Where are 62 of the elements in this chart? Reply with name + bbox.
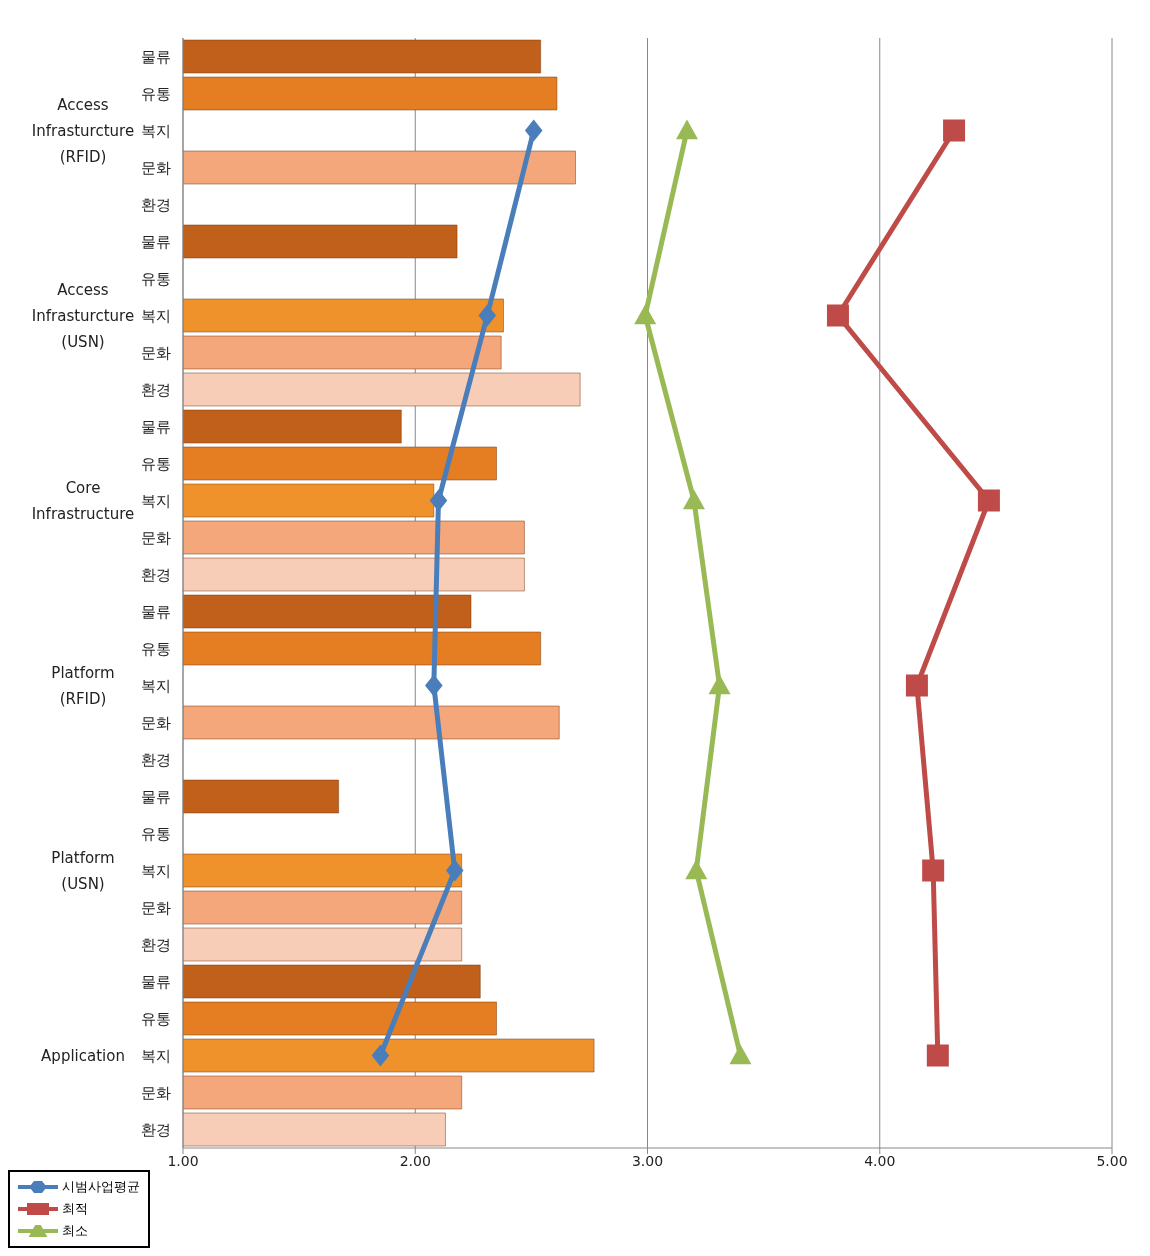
y-tick-label: 복지	[141, 861, 171, 880]
point	[682, 489, 705, 510]
y-tick-label: 복지	[141, 1046, 171, 1065]
point	[708, 674, 731, 695]
point	[977, 489, 1000, 512]
point	[826, 304, 849, 327]
y-tick-label: 유통	[141, 269, 171, 288]
point	[524, 119, 543, 142]
point	[943, 119, 966, 142]
text: Access Infrasturcture (USN)	[31, 280, 135, 351]
point	[729, 1044, 752, 1065]
point	[371, 1044, 390, 1067]
y-tick-label: 복지	[141, 676, 171, 695]
y-tick-label: 환경	[141, 565, 171, 584]
x-tick-label: 4.00	[864, 1152, 896, 1169]
y-tick-label: 환경	[141, 195, 171, 214]
legend-label: 시범사업평균	[62, 1178, 140, 1196]
y-tick-label: 물류	[141, 602, 171, 621]
point	[429, 489, 448, 512]
x-tick-label: 5.00	[1096, 1152, 1128, 1169]
y-tick-label: 환경	[141, 750, 171, 769]
y-tick-label: 문화	[141, 528, 171, 547]
y-tick-label: 문화	[141, 1083, 171, 1102]
text: Platform (USN)	[51, 848, 115, 893]
text: Application	[41, 1046, 125, 1065]
y-tick-label: 문화	[141, 343, 171, 362]
y-tick-label: 물류	[141, 47, 171, 66]
point	[926, 1044, 949, 1067]
y-tick-label: 문화	[141, 898, 171, 917]
x-tick-label: 1.00	[167, 1152, 199, 1169]
y-tick-label: 환경	[141, 380, 171, 399]
point	[445, 859, 464, 882]
legend-label: 최소	[62, 1222, 88, 1240]
y-tick-label: 문화	[141, 713, 171, 732]
y-tick-label: 유통	[141, 1009, 171, 1028]
x-tick-label: 3.00	[631, 1152, 664, 1169]
point	[634, 304, 657, 325]
point	[478, 304, 497, 327]
point	[922, 859, 945, 882]
y-tick-label: 물류	[141, 232, 171, 251]
y-tick-label: 유통	[141, 84, 171, 103]
y-tick-label: 복지	[141, 491, 171, 510]
text: Core Infrastructure	[31, 478, 135, 523]
y-tick-label: 문화	[141, 158, 171, 177]
text: Platform (RFID)	[51, 663, 115, 708]
y-tick-label: 환경	[141, 935, 171, 954]
x-tick-label: 2.00	[399, 1152, 431, 1169]
y-tick-label: 복지	[141, 121, 171, 140]
legend-label: 최적	[62, 1200, 88, 1218]
point	[425, 674, 443, 697]
y-tick-label: 복지	[141, 306, 171, 325]
y-tick-label: 물류	[141, 417, 171, 436]
point	[685, 859, 708, 880]
y-tick-label: 물류	[141, 787, 171, 806]
point	[905, 674, 928, 697]
y-tick-label: 물류	[141, 972, 171, 991]
y-tick-label: 유통	[141, 824, 171, 843]
y-tick-label: 환경	[141, 1120, 171, 1139]
point	[675, 119, 698, 140]
y-tick-label: 유통	[141, 639, 171, 658]
y-tick-label: 유통	[141, 454, 171, 473]
text: Access Infrasturcture (RFID)	[31, 95, 135, 166]
